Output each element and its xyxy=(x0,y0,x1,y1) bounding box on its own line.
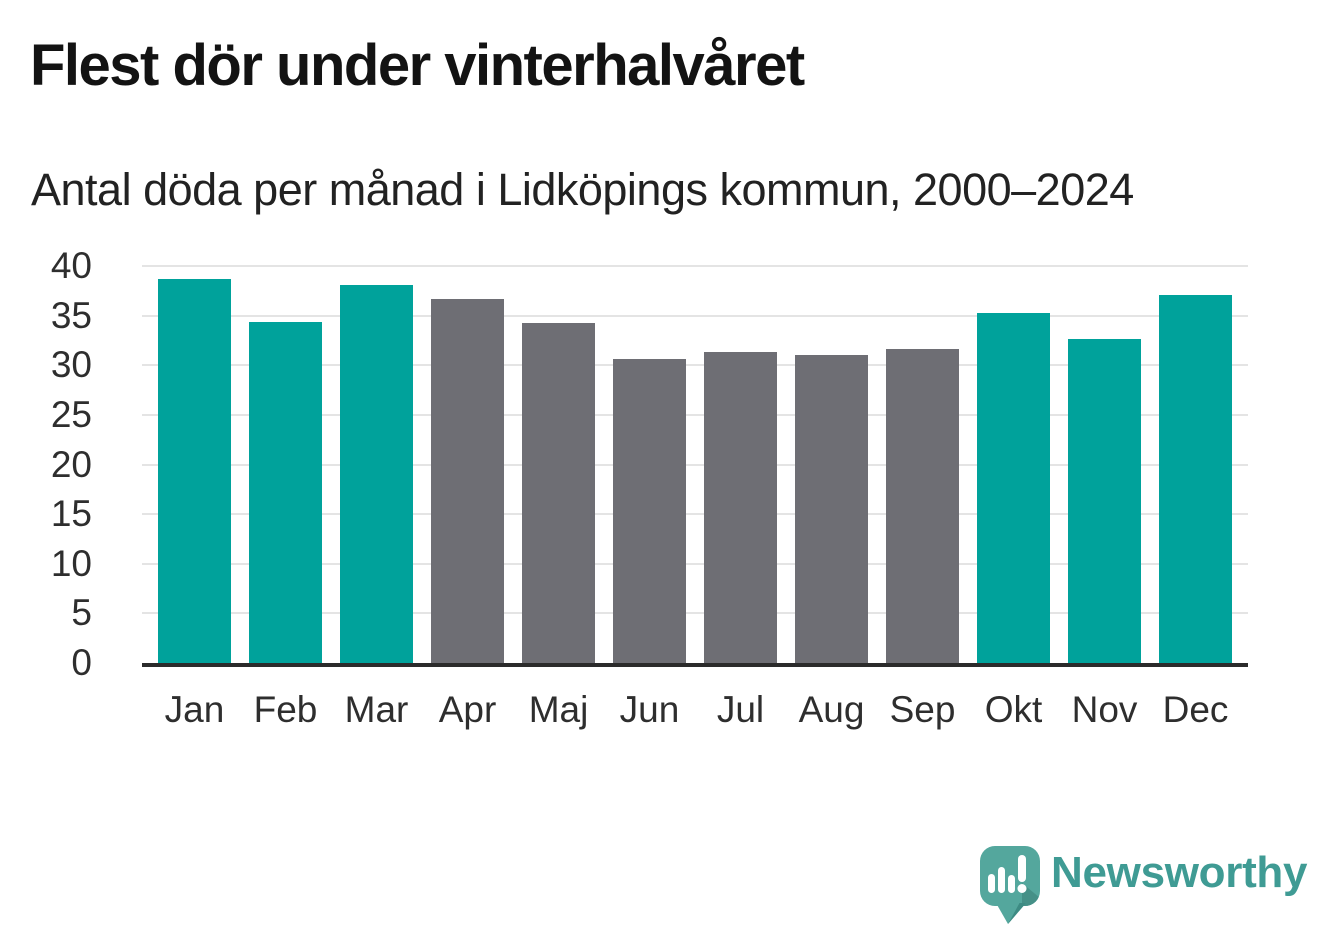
bar-maj xyxy=(522,322,595,663)
x-axis-label-nov: Nov xyxy=(1071,689,1138,730)
y-axis-tick-30: 30 xyxy=(50,344,92,386)
gridline-30 xyxy=(142,364,1248,367)
y-axis-labels: 0 5 10 15 20 25 30 35 40 xyxy=(17,246,117,683)
y-axis-tick-15: 15 xyxy=(50,493,92,535)
bar-sep xyxy=(886,349,959,663)
x-axis-labels: Jan Feb Mar Apr Maj Jun Jul Aug Sep Okt Nov Dec xyxy=(142,686,1248,734)
bar-feb xyxy=(249,321,322,663)
x-axis-label-jun: Jun xyxy=(619,689,680,730)
chart-title: Flest dör under vinterhalvåret xyxy=(30,33,805,98)
bar-aug xyxy=(795,355,868,663)
chart-subtitle: Antal döda per månad i Lidköpings kommun… xyxy=(31,164,1134,215)
newsworthy-logo: Newsworthy xyxy=(977,843,1307,927)
x-axis-label-aug: Aug xyxy=(798,689,865,730)
bar-mar xyxy=(340,284,413,663)
y-axis-tick-40: 40 xyxy=(50,245,92,286)
x-axis-label-sep: Sep xyxy=(889,689,956,730)
gridline-5 xyxy=(142,612,1248,615)
gridline-35 xyxy=(142,314,1248,317)
bar-jul xyxy=(704,352,777,663)
y-axis-tick-0: 0 xyxy=(71,642,92,683)
bar-jun xyxy=(613,359,686,663)
x-axis-label-apr: Apr xyxy=(438,689,497,730)
y-axis-tick-5: 5 xyxy=(71,592,92,634)
x-axis-label-maj: Maj xyxy=(528,689,589,730)
gridline-20 xyxy=(142,463,1248,466)
plot-area xyxy=(142,265,1248,663)
y-axis-tick-10: 10 xyxy=(50,542,92,584)
newsworthy-logo-text: Newsworthy xyxy=(1051,848,1308,897)
gridline-10 xyxy=(142,562,1248,565)
x-axis-line xyxy=(142,663,1248,667)
x-axis-label-mar: Mar xyxy=(344,689,409,730)
y-axis-tick-35: 35 xyxy=(50,294,92,336)
bar-nov xyxy=(1068,339,1141,663)
bar-apr xyxy=(431,298,504,663)
bar-jan xyxy=(158,278,231,663)
x-axis-label-jul: Jul xyxy=(716,689,765,730)
gridline-25 xyxy=(142,413,1248,416)
bar-okt xyxy=(977,312,1050,663)
newsworthy-logo-icon xyxy=(980,846,1040,924)
y-axis-tick-20: 20 xyxy=(50,443,92,485)
x-axis-label-jan: Jan xyxy=(164,689,225,730)
gridline-15 xyxy=(142,513,1248,516)
gridline-40 xyxy=(142,265,1248,267)
y-axis-tick-25: 25 xyxy=(50,393,92,435)
bar-dec xyxy=(1159,294,1232,663)
x-axis-label-feb: Feb xyxy=(253,689,318,730)
x-axis-label-dec: Dec xyxy=(1162,689,1229,730)
x-axis-label-okt: Okt xyxy=(984,689,1043,730)
